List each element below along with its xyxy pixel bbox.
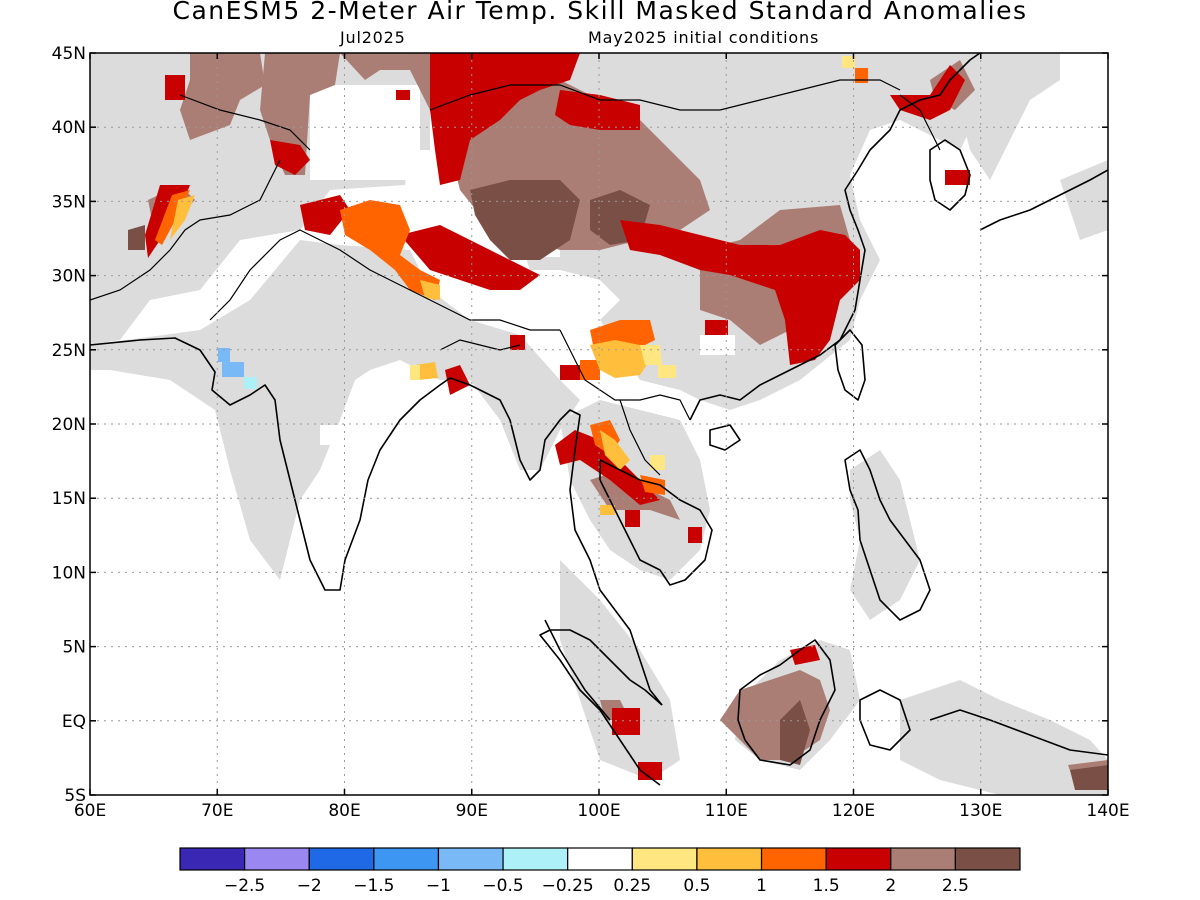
lat-tick-label: EQ bbox=[62, 712, 86, 732]
colorbar-swatch bbox=[631, 847, 698, 871]
lat-tick-label: 20N bbox=[52, 415, 86, 435]
lon-tick-label: 130E bbox=[959, 801, 1002, 821]
colorbar-label: −1.5 bbox=[353, 876, 394, 896]
lat-tick-label: 25N bbox=[52, 341, 86, 361]
coastlines bbox=[90, 53, 1108, 786]
colorbar-swatch bbox=[825, 847, 892, 871]
lon-tick-label: 120E bbox=[832, 801, 875, 821]
lon-tick-label: 80E bbox=[328, 801, 360, 821]
lon-tick-label: 110E bbox=[705, 801, 748, 821]
colorbar-label: 2.5 bbox=[942, 876, 969, 896]
colorbar-swatch bbox=[308, 847, 375, 871]
country-borders bbox=[90, 79, 941, 476]
lat-tick-label: 35N bbox=[52, 192, 86, 212]
lat-tick-label: 45N bbox=[52, 44, 86, 64]
lon-tick-label: 100E bbox=[577, 801, 620, 821]
colorbar-label: 0.5 bbox=[683, 876, 710, 896]
lat-tick-label: 5N bbox=[62, 638, 86, 658]
lon-tick-label: 140E bbox=[1086, 801, 1129, 821]
colorbar-label: 1 bbox=[756, 876, 767, 896]
lon-tick-label: 70E bbox=[201, 801, 233, 821]
lat-tick-label: 40N bbox=[52, 118, 86, 138]
negative-anomalies bbox=[218, 348, 257, 389]
colorbar: −2.5 −2 −1.5 −1 −0.5 −0.25 0.25 0.5 1 1.5 2 2.5 bbox=[179, 847, 1021, 896]
lat-tick-label: 15N bbox=[52, 489, 86, 509]
colorbar-swatch bbox=[567, 847, 633, 871]
colorbar-label: 2 bbox=[885, 876, 896, 896]
init-conditions-label: May2025 initial conditions bbox=[588, 28, 820, 47]
colorbar-swatch bbox=[373, 847, 440, 871]
colorbar-swatch bbox=[890, 847, 956, 871]
graticule bbox=[90, 53, 1108, 795]
colorbar-swatch bbox=[502, 847, 569, 871]
map-title: CanESM5 2-Meter Air Temp. Skill Masked S… bbox=[172, 0, 1028, 25]
anomaly-0.5-to-1 bbox=[170, 195, 650, 515]
colorbar-label: −0.5 bbox=[482, 876, 523, 896]
colorbar-swatch bbox=[760, 847, 827, 871]
colorbar-label: −0.25 bbox=[542, 876, 594, 896]
colorbar-swatch bbox=[954, 847, 1021, 871]
colorbar-swatch bbox=[179, 847, 246, 871]
colorbar-swatch bbox=[437, 847, 504, 871]
colorbar-label: 1.5 bbox=[813, 876, 840, 896]
colorbar-label: −2 bbox=[297, 876, 322, 896]
lat-tick-label: 30N bbox=[52, 267, 86, 287]
anomaly-1.5-to-2 bbox=[145, 53, 970, 780]
colorbar-swatch bbox=[244, 847, 310, 871]
anomaly-above-2.5 bbox=[128, 180, 1108, 790]
lat-tick-label: 5S bbox=[64, 786, 86, 806]
colorbar-label: −1 bbox=[426, 876, 451, 896]
valid-month-label: Jul2025 bbox=[340, 28, 406, 47]
axis-ticks: 60E 70E 80E 90E 100E 110E 120E 130E 140E 5S EQ 5N 10… bbox=[52, 44, 1130, 821]
colorbar-label: 0.25 bbox=[613, 876, 651, 896]
colorbar-swatch bbox=[696, 847, 763, 871]
lat-tick-label: 10N bbox=[52, 563, 86, 583]
lon-tick-label: 90E bbox=[456, 801, 488, 821]
lon-tick-label: 60E bbox=[74, 801, 106, 821]
anomaly-0.25-to-0.5 bbox=[410, 56, 855, 470]
colorbar-label: −2.5 bbox=[224, 876, 265, 896]
